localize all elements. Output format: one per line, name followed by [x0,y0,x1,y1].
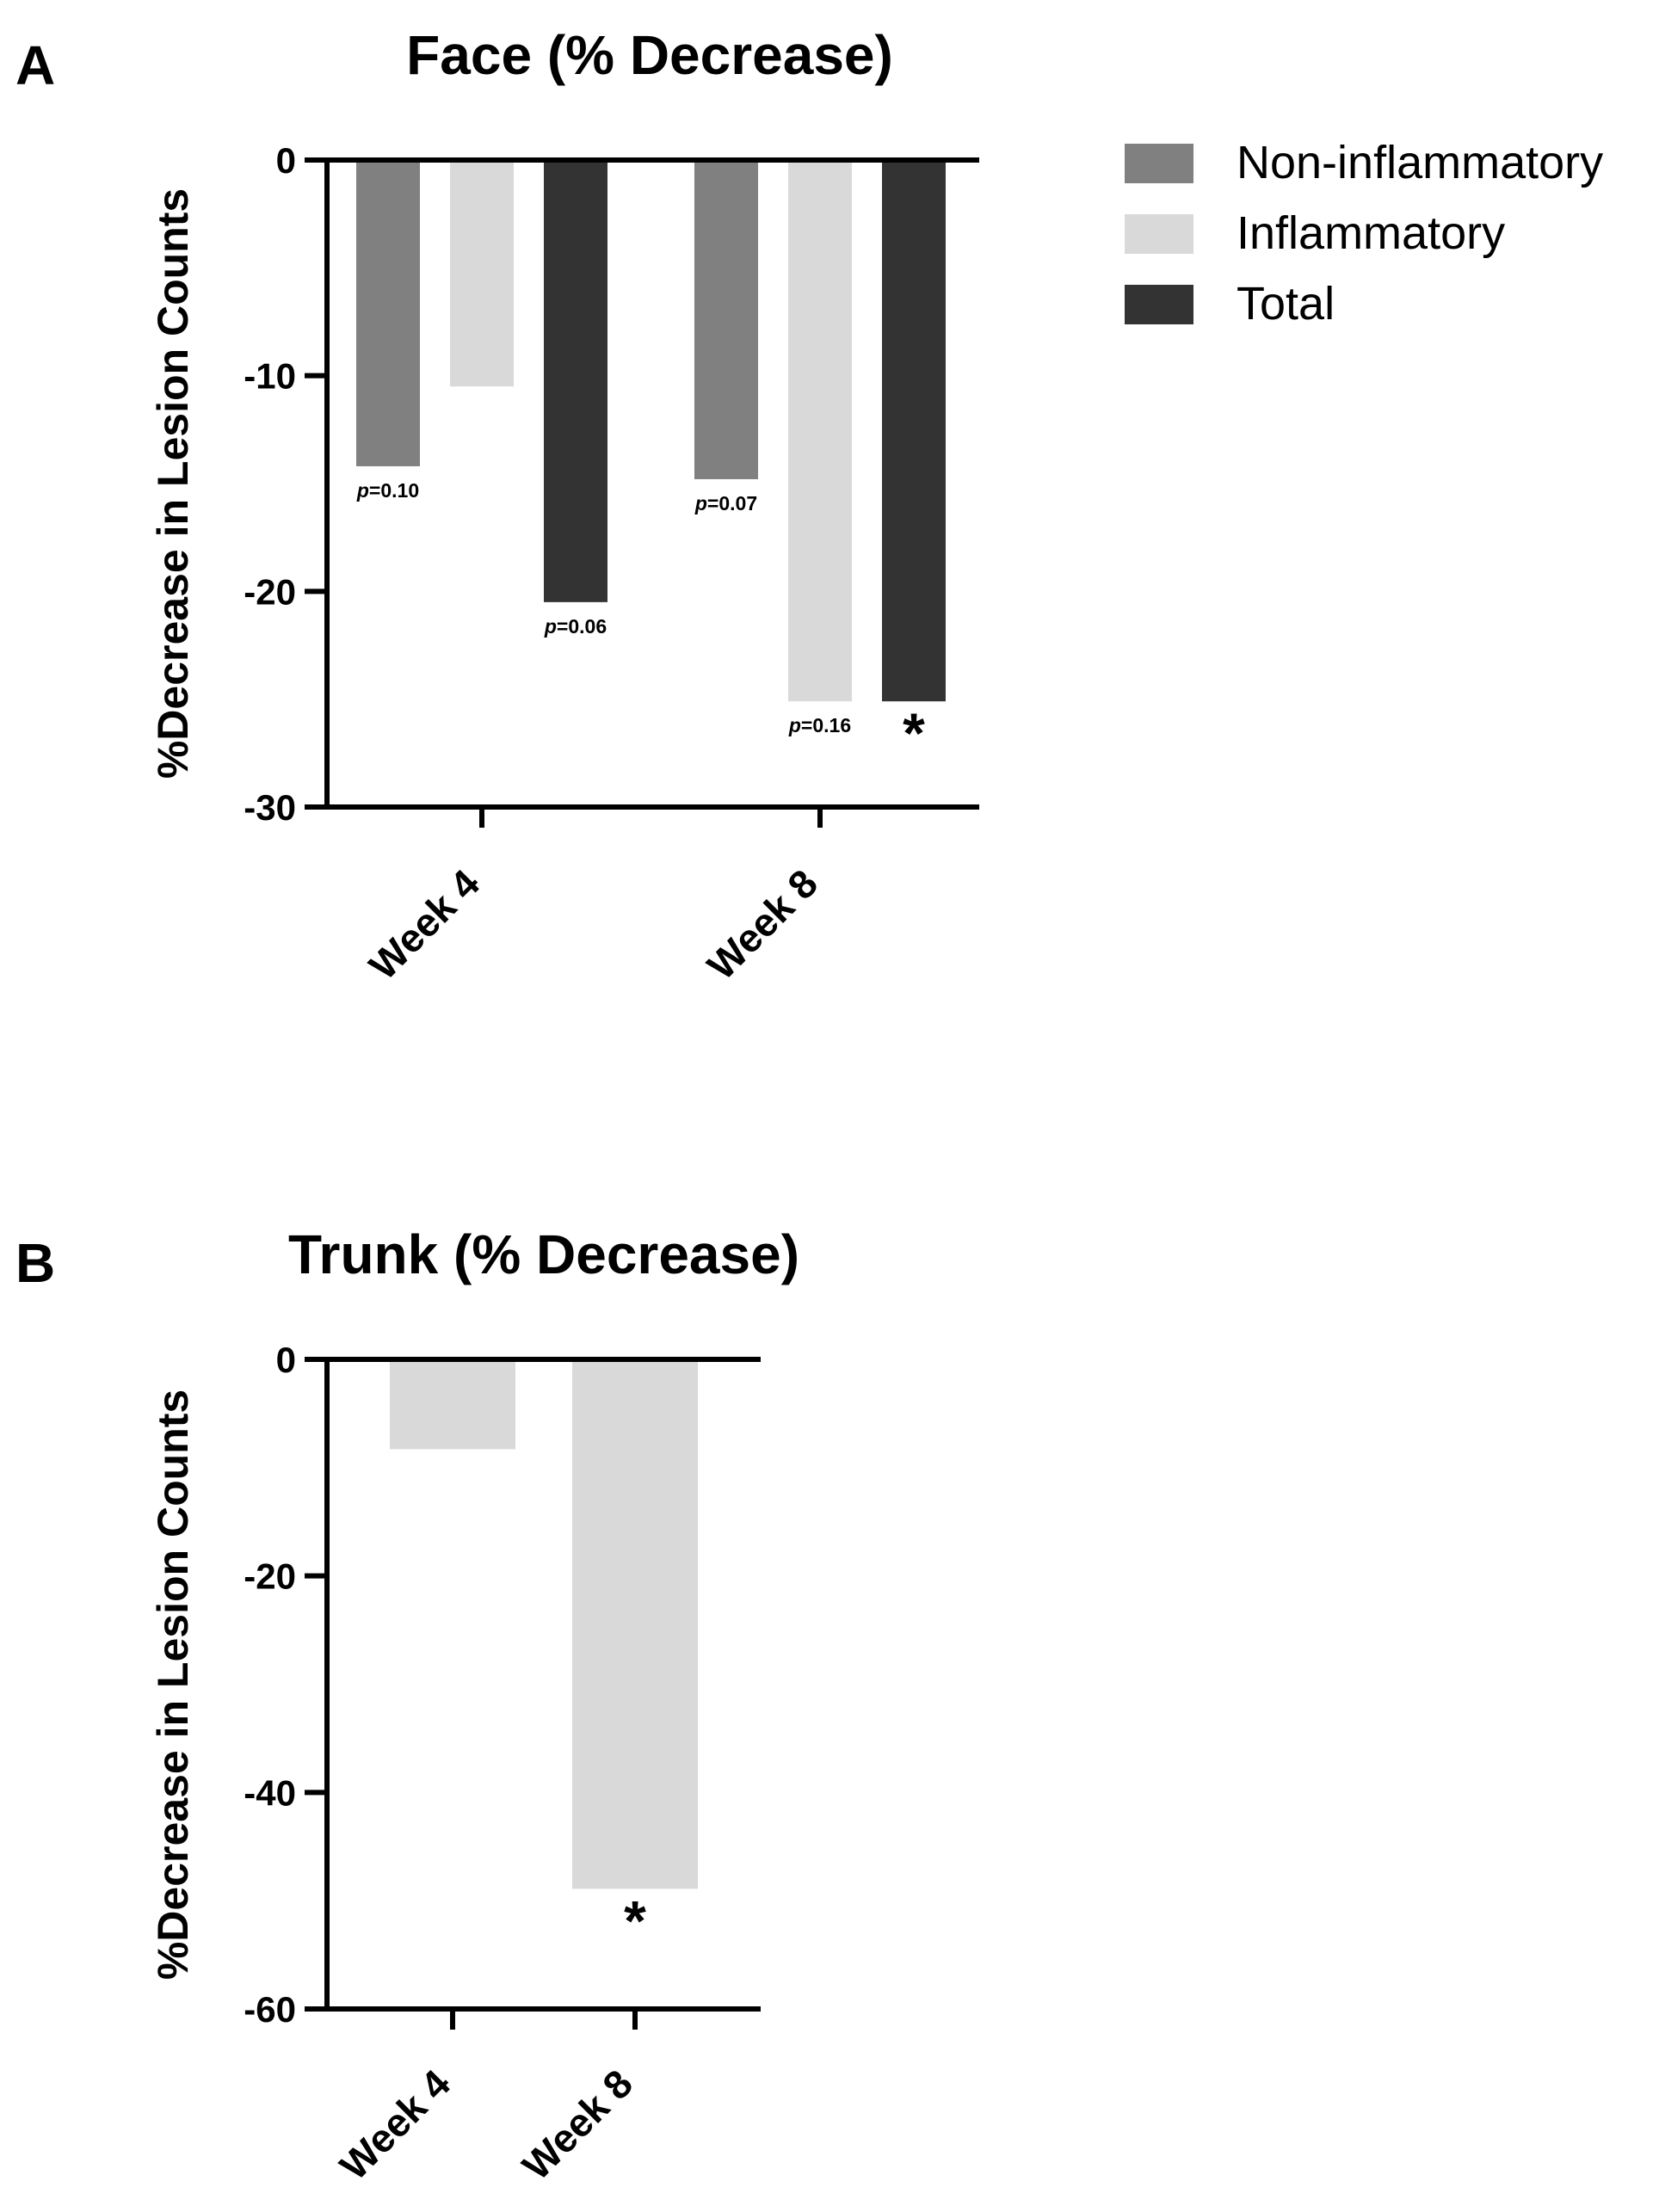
legend-swatch [1125,214,1193,254]
bar-inflammatory-week-4 [450,160,514,387]
y-tick-label: 0 [276,1340,296,1380]
chart-title: Trunk (% Decrease) [288,1223,799,1285]
x-tick-label: Week 4 [331,2061,459,2189]
x-tick-label: Week 4 [361,860,489,989]
y-tick-label: -40 [244,1772,296,1813]
chart-title: Face (% Decrease) [406,24,893,86]
significance-star: * [903,701,925,765]
y-axis-label: %Decrease in Lesion Counts [149,1389,197,1980]
p-symbol: p [356,479,369,502]
p-value-label: p=0.16 [788,714,851,736]
p-symbol: p [544,615,557,638]
p-value-label: p=0.10 [356,479,419,502]
y-axis-label: %Decrease in Lesion Counts [149,188,197,779]
y-tick-label: -20 [244,1556,296,1597]
legend-swatch [1125,285,1193,324]
legend-label: Non-inflammatory [1237,137,1603,188]
p-value: =0.10 [369,479,419,502]
y-tick-label: 0 [276,140,296,181]
x-tick-label: Week 8 [514,2061,641,2188]
bar-inflammatory-week-8 [572,1359,698,1889]
y-tick-label: -10 [244,356,296,397]
bar-non-inflammatory-week-4 [356,160,420,466]
panel-a: A Face (% Decrease) %Decrease in Lesion Co… [15,24,1603,989]
bar-inflammatory-week-8 [788,160,852,702]
legend-swatch [1125,144,1193,183]
panel-letter: B [15,1232,55,1294]
x-tick-label: Week 8 [699,860,826,988]
p-value: =0.06 [557,615,607,638]
p-value-label: p=0.06 [544,615,607,638]
bar-inflammatory-week-4 [390,1359,515,1450]
bar-total-week-8 [882,160,946,702]
legend-label: Total [1237,278,1335,330]
y-tick-label: -30 [244,787,296,828]
bar-total-week-4 [544,160,607,602]
y-tick-label: -60 [244,1989,296,2030]
p-symbol: p [788,714,801,736]
y-tick-label: -20 [244,571,296,612]
legend-label: Inflammatory [1237,207,1505,259]
p-symbol: p [694,492,707,514]
p-value-label: p=0.07 [694,492,757,514]
bar-non-inflammatory-week-8 [694,160,758,479]
panel-b: B Trunk (% Decrease) %Decrease in Lesion C… [15,1223,799,2189]
panel-letter: A [15,34,55,96]
significance-star: * [624,1889,646,1952]
p-value: =0.07 [707,492,757,514]
p-value: =0.16 [801,714,851,736]
